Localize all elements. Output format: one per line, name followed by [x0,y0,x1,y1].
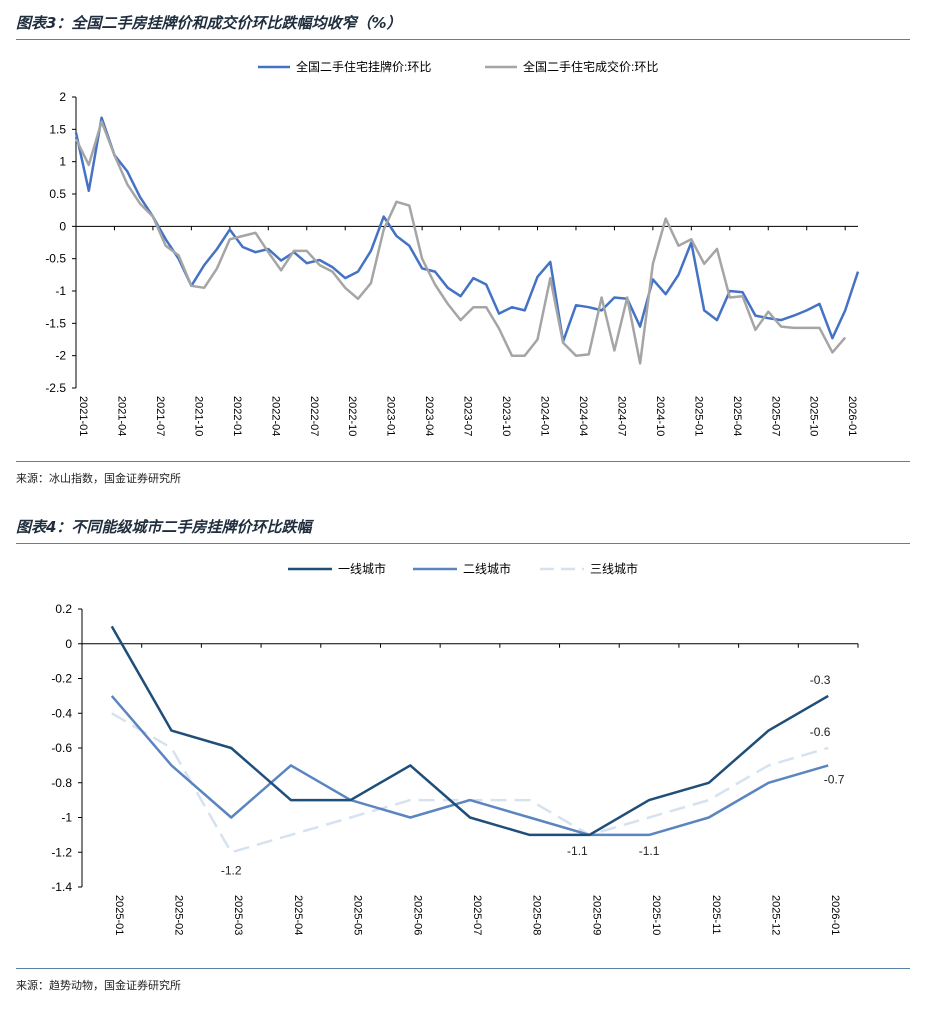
chart2-x-tick-label: 2025-03 [232,895,244,935]
chart1-x-tick-label: 2023-01 [385,396,397,436]
chart1-x-tick-label: 2024-10 [654,396,666,436]
chart2-x-tick-label: 2025-09 [590,895,602,935]
chart2-y-tick-label: -0.2 [51,672,72,686]
chart2-x-tick-label: 2025-04 [292,895,304,935]
chart1-x-tick-label: 2023-10 [500,396,512,436]
figure2-bottom-rule [16,968,910,969]
chart1-x-tick-label: 2024-01 [539,396,551,436]
chart1-y-tick-label: 1 [59,155,66,169]
chart2-y-tick-label: -1.4 [51,880,72,894]
chart2-series-tier3-line [111,712,829,854]
chart2-y-tick-label: -0.6 [51,741,72,755]
chart2-y-tick-label: -0.8 [51,776,72,790]
figure2-source: 来源：趋势动物，国金证券研究所 [16,979,181,992]
chart2-y-tick-label: -1 [61,811,72,825]
chart2-x-tick-label: 2025-10 [650,895,662,935]
chart1-x-tick-label: 2022-10 [346,396,358,436]
chart2-data-label: -1.2 [221,863,242,877]
chart1-x-tick-label: 2025-04 [731,396,743,436]
chart1-plot: 2 1.5 1 0.5 0 -0.5 -1 -1.5 -2 -2.5 2021-01 2021-04 2… [45,59,860,436]
chart1-x-tick-label: 2025-10 [808,396,820,436]
chart2-y-tick-label: -1.2 [51,845,72,859]
chart2-series-tier1-line [110,625,829,837]
chart2-x-tick-label: 2025-02 [173,895,185,935]
chart2-x-tick-label: 2025-07 [471,895,483,935]
chart1-x-tick-label: 2021-04 [115,396,127,436]
chart1-legend-label: 全国二手住宅挂牌价:环比 [296,59,431,74]
chart1-x-tick-label: 2021-10 [192,396,204,436]
chart1-x-tick-label: 2022-07 [308,396,320,436]
chart1-x-tick-label: 2023-04 [423,396,435,436]
chart2-y-tick-label: 0 [65,637,72,651]
chart1-legend: 全国二手住宅挂牌价:环比 全国二手住宅成交价:环比 [258,59,658,74]
chart1-y-tick-label: -2.5 [45,381,66,395]
chart1-x-tick-label: 2024-07 [615,396,627,436]
chart2-series-tier2-line [110,695,829,837]
chart2-data-label: -1.1 [639,844,660,858]
chart2-data-label: -0.6 [810,725,831,739]
chart1-x-tick-label: 2024-04 [577,396,589,436]
chart2-x-tick-label: 2025-12 [769,895,781,935]
chart2-data-label: -1.1 [567,844,588,858]
chart1-y-tick-label: 1.5 [49,122,66,136]
chart1-y-tick-label: -0.5 [45,252,66,266]
chart2-x-tick-label: 2025-11 [710,895,722,935]
figure1-title: 图表3：全国二手房挂牌价和成交价环比跌幅均收窄（%） [16,14,402,32]
chart2-y-tick-label: 0.2 [55,602,72,616]
chart1-y-tick-label: 0 [59,219,66,233]
figure1-source: 来源：冰山指数，国金证券研究所 [16,472,181,485]
chart1-x-tick-label: 2023-07 [462,396,474,436]
chart1-x-tick-label: 2022-04 [269,396,281,436]
chart2-data-label: -0.3 [810,673,831,687]
chart1-x-tick-label: 2021-07 [154,396,166,436]
chart1-series-transaction-line [74,120,847,365]
chart1-legend-label: 全国二手住宅成交价:环比 [523,59,658,74]
chart1-y-tick-label: -2 [55,349,66,363]
chart2-legend-label: 三线城市 [590,561,638,576]
chart1-y-tick-label: 2 [59,90,66,104]
chart2-x-tick-label: 2026-01 [829,895,841,935]
figure2-title: 图表4：不同能级城市二手房挂牌价环比跌幅 [16,518,312,536]
chart1-x-tick-label: 2026-01 [846,396,858,436]
chart2-legend: 一线城市 二线城市 三线城市 [288,561,638,576]
figure1-bottom-rule [16,461,910,462]
chart1-y-tick-label: -1.5 [45,316,66,330]
chart2-x-tick-label: 2025-06 [411,895,423,935]
chart2-legend-label: 二线城市 [463,561,511,576]
chart2-x-tick-label: 2025-05 [352,895,364,935]
chart1-x-tick-label: 2022-01 [231,396,243,436]
chart2-legend-label: 一线城市 [338,561,386,576]
chart2-x-tick-label: 2025-01 [113,895,125,935]
figure1-top-rule [16,39,910,40]
chart1-x-tick-label: 2021-01 [77,396,89,436]
chart2-y-tick-label: -0.4 [51,706,72,720]
figure2-top-rule [16,543,910,544]
chart2-x-tick-label: 2025-08 [531,895,543,935]
chart1-x-tick-label: 2025-07 [769,396,781,436]
chart1-y-tick-label: -1 [55,284,66,298]
chart1-series-listing-line [74,116,860,343]
chart1-x-tick-label: 2025-01 [692,396,704,436]
chart1-y-tick-label: 0.5 [49,187,66,201]
chart2-plot: 0.2 0 -0.2 -0.4 -0.6 -0.8 -1 -1.2 -1.4 2025-01 202… [51,561,859,935]
chart2-data-label: -0.7 [824,772,845,786]
